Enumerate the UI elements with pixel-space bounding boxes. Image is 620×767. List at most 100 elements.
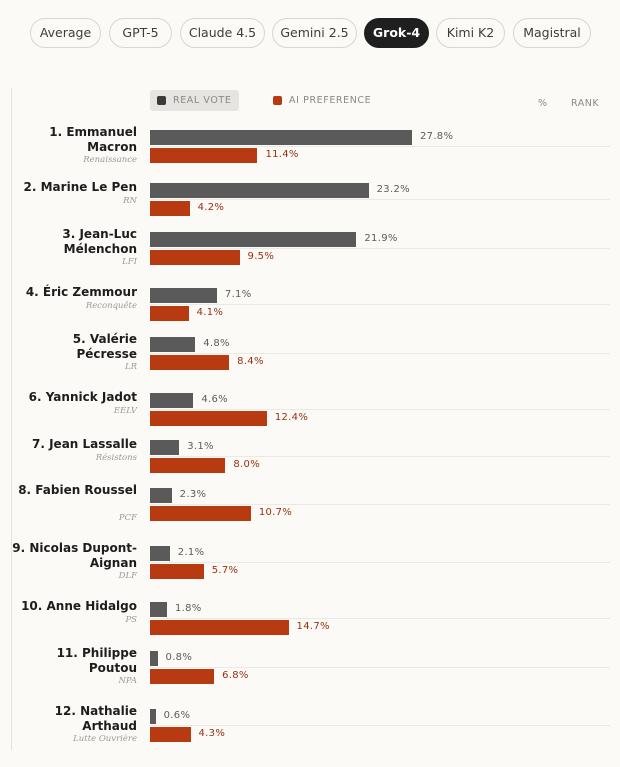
real-vote-bar[interactable]	[150, 709, 156, 724]
candidate-row-2: 2. Marine Le Pen RN 23.2% 4.2%	[0, 179, 620, 224]
candidate-row-5: 5. Valérie Pécresse LR 4.8% 8.4%	[0, 331, 620, 387]
real-vote-value: 7.1%	[224, 289, 252, 300]
tab-average[interactable]: Average	[30, 18, 101, 48]
ai-preference-value: 12.4%	[274, 412, 309, 423]
rank-column-header[interactable]: RANK	[571, 98, 600, 109]
real-vote-bar[interactable]	[150, 288, 217, 303]
ai-preference-bar[interactable]	[150, 411, 267, 426]
row-divider	[150, 353, 610, 354]
real-vote-bar[interactable]	[150, 337, 196, 352]
party-label: NPA	[118, 676, 137, 686]
candidate-name: 9. Nicolas Dupont-Aignan	[12, 541, 137, 570]
real-vote-bar[interactable]	[150, 488, 172, 503]
candidate-name: 6. Yannick Jadot	[28, 390, 137, 404]
candidate-name: 12. Nathalie Arthaud	[54, 704, 137, 733]
left-rule	[11, 88, 12, 750]
real-vote-value: 2.3%	[179, 489, 207, 500]
candidate-row-8: 8. Fabien Roussel PCF 2.3% 10.7%	[0, 482, 620, 538]
party-label: PS	[125, 615, 137, 625]
row-divider	[150, 146, 610, 147]
ai-preference-value: 9.5%	[247, 251, 275, 262]
party-label: LFI	[122, 257, 137, 267]
legend-ai-preference-label[interactable]: AI PREFERENCE	[289, 95, 372, 106]
real-vote-bar[interactable]	[150, 393, 194, 408]
candidate-name: 4. Éric Zemmour	[25, 285, 137, 299]
candidate-name: 2. Marine Le Pen	[23, 180, 137, 194]
ai-preference-bar[interactable]	[150, 250, 240, 265]
row-divider	[150, 456, 610, 457]
row-divider	[150, 725, 610, 726]
ai-preference-value: 4.1%	[196, 307, 224, 318]
ai-preference-bar[interactable]	[150, 669, 215, 684]
candidate-name: 3. Jean-Luc Mélenchon	[62, 227, 137, 256]
ai-preference-bar[interactable]	[150, 564, 204, 579]
candidate-row-9: 9. Nicolas Dupont-Aignan DLF 2.1% 5.7%	[0, 540, 620, 596]
ai-preference-bar[interactable]	[150, 506, 251, 521]
real-vote-bar[interactable]	[150, 232, 357, 247]
party-label: RN	[123, 196, 137, 206]
ai-preference-bar[interactable]	[150, 620, 289, 635]
real-vote-value: 23.2%	[376, 184, 410, 195]
party-label: Résistons	[95, 453, 137, 463]
real-vote-bar[interactable]	[150, 602, 167, 617]
row-divider	[150, 248, 610, 249]
party-label: LR	[124, 362, 137, 372]
real-vote-value: 4.6%	[201, 394, 228, 405]
candidate-name: 11. Philippe Poutou	[56, 646, 137, 675]
legend-real-vote-label: REAL VOTE	[173, 95, 232, 106]
real-vote-value: 2.1%	[177, 547, 205, 558]
candidate-row-4: 4. Éric Zemmour Reconquête 7.1% 4.1%	[0, 284, 620, 329]
real-vote-bar[interactable]	[150, 130, 412, 145]
row-divider	[150, 199, 610, 200]
party-label: PCF	[118, 513, 137, 523]
real-vote-value: 0.8%	[165, 652, 193, 663]
party-label: EELV	[113, 406, 137, 416]
row-divider	[150, 562, 610, 563]
candidate-row-12: 12. Nathalie Arthaud Lutte Ouvrière 0.6% 4.…	[0, 703, 620, 759]
real-vote-value: 21.9%	[364, 233, 398, 244]
party-label: Lutte Ouvrière	[73, 734, 137, 744]
row-divider	[150, 618, 610, 619]
tab-gpt-5[interactable]: GPT-5	[109, 18, 172, 48]
real-vote-bar[interactable]	[150, 440, 180, 455]
tab-magistral[interactable]: Magistral	[513, 18, 591, 48]
ai-preference-bar[interactable]	[150, 148, 258, 163]
row-divider	[150, 409, 610, 410]
real-vote-bar[interactable]	[150, 651, 158, 666]
ai-preference-value: 4.3%	[198, 728, 226, 739]
ai-preference-value: 10.7%	[258, 507, 293, 518]
legend-real-vote-pill[interactable]	[150, 90, 239, 111]
ai-preference-bar[interactable]	[150, 458, 226, 473]
real-vote-bar[interactable]	[150, 546, 170, 561]
candidate-row-1: 1. Emmanuel Macron Renaissance 27.8% 11.4%	[0, 124, 620, 180]
tab-grok-4[interactable]: Grok-4	[364, 18, 429, 48]
tab-claude-4-5[interactable]: Claude 4.5	[180, 18, 265, 48]
real-vote-value: 27.8%	[420, 131, 454, 142]
ai-preference-bar[interactable]	[150, 306, 189, 321]
candidate-row-11: 11. Philippe Poutou NPA 0.8% 6.8%	[0, 645, 620, 701]
tab-kimi-k2[interactable]: Kimi K2	[436, 18, 505, 48]
real-vote-value: 4.8%	[203, 338, 230, 349]
percent-column-header[interactable]: %	[538, 98, 548, 109]
candidate-name: 5. Valérie Pécresse	[72, 332, 137, 361]
party-label: DLF	[118, 571, 137, 581]
party-label: Renaissance	[83, 155, 137, 165]
ai-preference-value: 8.0%	[233, 459, 260, 470]
real-vote-value: 0.6%	[163, 710, 191, 721]
ai-preference-value: 6.8%	[222, 670, 249, 681]
candidate-row-6: 6. Yannick Jadot EELV 4.6% 12.4%	[0, 389, 620, 434]
ai-preference-value: 11.4%	[265, 149, 299, 160]
tab-gemini-2-5[interactable]: Gemini 2.5	[272, 18, 357, 48]
legend-real-vote-swatch	[157, 96, 166, 105]
row-divider	[150, 304, 610, 305]
ai-preference-bar[interactable]	[150, 201, 190, 216]
candidate-name: 10. Anne Hidalgo	[21, 599, 137, 613]
candidate-name: 1. Emmanuel Macron	[49, 125, 137, 154]
ai-preference-bar[interactable]	[150, 355, 230, 370]
ai-preference-value: 4.2%	[197, 202, 225, 213]
candidate-row-7: 7. Jean Lassalle Résistons 3.1% 8.0%	[0, 436, 620, 481]
ai-preference-bar[interactable]	[150, 727, 191, 742]
candidate-row-3: 3. Jean-Luc Mélenchon LFI 21.9% 9.5%	[0, 226, 620, 282]
real-vote-value: 3.1%	[187, 441, 214, 452]
real-vote-bar[interactable]	[150, 183, 369, 198]
